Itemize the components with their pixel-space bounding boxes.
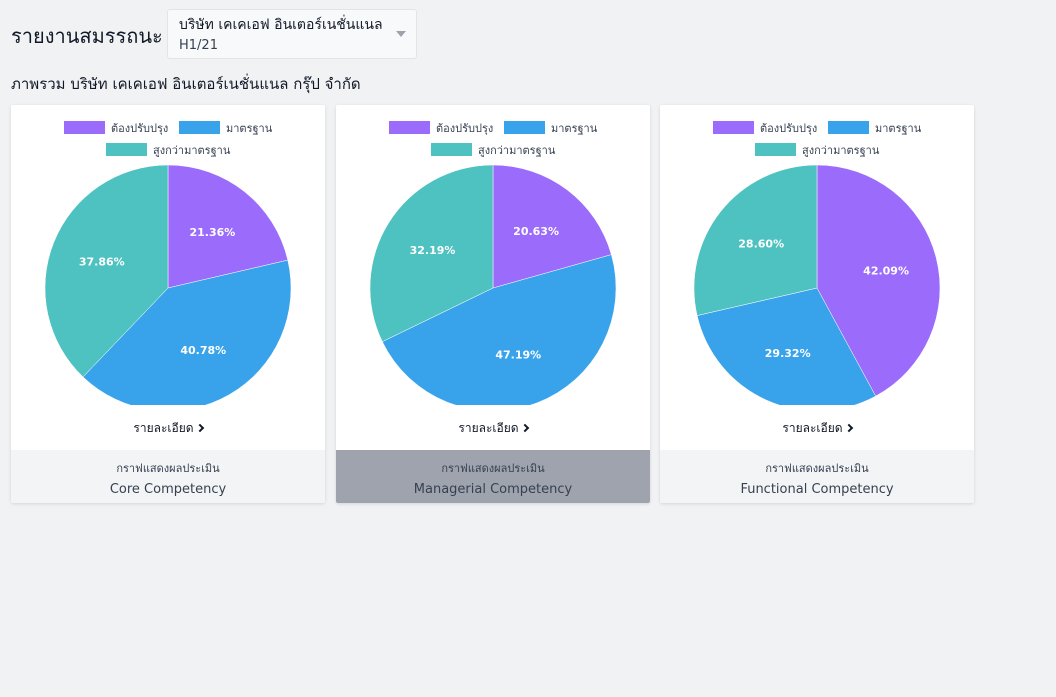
- legend-swatch-above[interactable]: [431, 143, 472, 156]
- pie-slice-standard[interactable]: [82, 259, 292, 405]
- slice-label-above: 37.86%: [79, 255, 125, 268]
- legend-label-above[interactable]: สูงกว่ามาตรฐาน: [478, 144, 556, 157]
- overview-subtitle: ภาพรวม บริษัท เคเคเอฟ อินเตอร์เนชั่นแนล …: [11, 75, 361, 93]
- footer-caption: Managerial Competency: [413, 482, 573, 497]
- chevron-right-icon: [844, 423, 853, 433]
- slice-label-improve: 42.09%: [863, 264, 909, 277]
- footer-caption: Functional Competency: [740, 482, 894, 497]
- legend-swatch-standard[interactable]: [504, 121, 545, 134]
- detail-link-label: รายละเอียด: [458, 421, 519, 435]
- legend-swatch-above[interactable]: [106, 143, 147, 156]
- footer-caption: Core Competency: [109, 482, 227, 497]
- footer-small-label: กราฟแสดงผลประเมิน: [441, 462, 545, 475]
- legend-swatch-above[interactable]: [755, 143, 796, 156]
- slice-label-standard: 47.19%: [495, 349, 541, 362]
- slice-label-above: 28.60%: [738, 238, 784, 251]
- legend-swatch-standard[interactable]: [828, 121, 869, 134]
- legend-label-standard[interactable]: มาตรฐาน: [875, 122, 922, 135]
- chart-footer-managerial[interactable]: กราฟแสดงผลประเมิน Managerial Competency: [336, 450, 650, 503]
- pie-slice-above[interactable]: [369, 164, 494, 343]
- pie-slice-improve[interactable]: [167, 164, 289, 289]
- chart-footer-functional[interactable]: กราฟแสดงผลประเมิน Functional Competency: [660, 450, 974, 503]
- chart-footer-core[interactable]: กราฟแสดงผลประเมิน Core Competency: [11, 450, 325, 503]
- legend-label-above[interactable]: สูงกว่ามาตรฐาน: [802, 144, 880, 157]
- chart-card-managerial: ต้องปรับปรุง มาตรฐานสูงกว่ามาตรฐาน 20.63% 4…: [336, 105, 650, 503]
- selector-period: H1/21: [179, 38, 218, 53]
- pie-slice-improve[interactable]: [816, 164, 941, 397]
- pie-slice-improve[interactable]: [492, 164, 612, 289]
- page-title: รายงานสมรรถนะ: [11, 24, 163, 48]
- chart-card-functional: ต้องปรับปรุง มาตรฐานสูงกว่ามาตรฐาน 42.09% 2…: [660, 105, 974, 503]
- legend-swatch-improve[interactable]: [389, 121, 430, 134]
- legend-label-standard[interactable]: มาตรฐาน: [551, 122, 598, 135]
- chevron-right-icon: [195, 423, 204, 433]
- pie-slice-standard[interactable]: [381, 254, 617, 405]
- chevron-down-icon[interactable]: [396, 31, 406, 37]
- chart-card-core: ต้องปรับปรุง มาตรฐานสูงกว่ามาตรฐาน 21.36% 4…: [11, 105, 325, 503]
- footer-small-label: กราฟแสดงผลประเมิน: [765, 462, 869, 475]
- slice-label-improve: 20.63%: [513, 225, 559, 238]
- slice-label-standard: 40.78%: [180, 344, 226, 357]
- detail-link-label: รายละเอียด: [782, 421, 843, 435]
- pie-slice-standard[interactable]: [696, 287, 877, 405]
- slice-label-standard: 29.32%: [765, 347, 811, 360]
- slice-label-improve: 21.36%: [189, 226, 235, 239]
- legend-label-standard[interactable]: มาตรฐาน: [226, 122, 273, 135]
- legend-swatch-improve[interactable]: [713, 121, 754, 134]
- company-selector[interactable]: บริษัท เคเคเอฟ อินเตอร์เนชั่นแนล H1/21: [167, 9, 417, 59]
- legend-label-improve[interactable]: ต้องปรับปรุง: [760, 122, 817, 135]
- detail-link-managerial[interactable]: รายละเอียด: [336, 419, 650, 438]
- slice-label-above: 32.19%: [410, 244, 456, 257]
- detail-link-core[interactable]: รายละเอียด: [11, 419, 325, 438]
- detail-link-label: รายละเอียด: [133, 421, 194, 435]
- legend-swatch-improve[interactable]: [64, 121, 105, 134]
- selector-company: บริษัท เคเคเอฟ อินเตอร์เนชั่นแนล: [179, 17, 383, 33]
- legend-label-above[interactable]: สูงกว่ามาตรฐาน: [153, 144, 231, 157]
- detail-link-functional[interactable]: รายละเอียด: [660, 419, 974, 438]
- legend-swatch-standard[interactable]: [179, 121, 220, 134]
- legend-label-improve[interactable]: ต้องปรับปรุง: [436, 122, 493, 135]
- footer-small-label: กราฟแสดงผลประเมิน: [116, 462, 220, 475]
- pie-slice-above[interactable]: [693, 164, 818, 316]
- chevron-right-icon: [520, 423, 529, 433]
- legend-label-improve[interactable]: ต้องปรับปรุง: [111, 122, 168, 135]
- pie-slice-above[interactable]: [44, 164, 169, 378]
